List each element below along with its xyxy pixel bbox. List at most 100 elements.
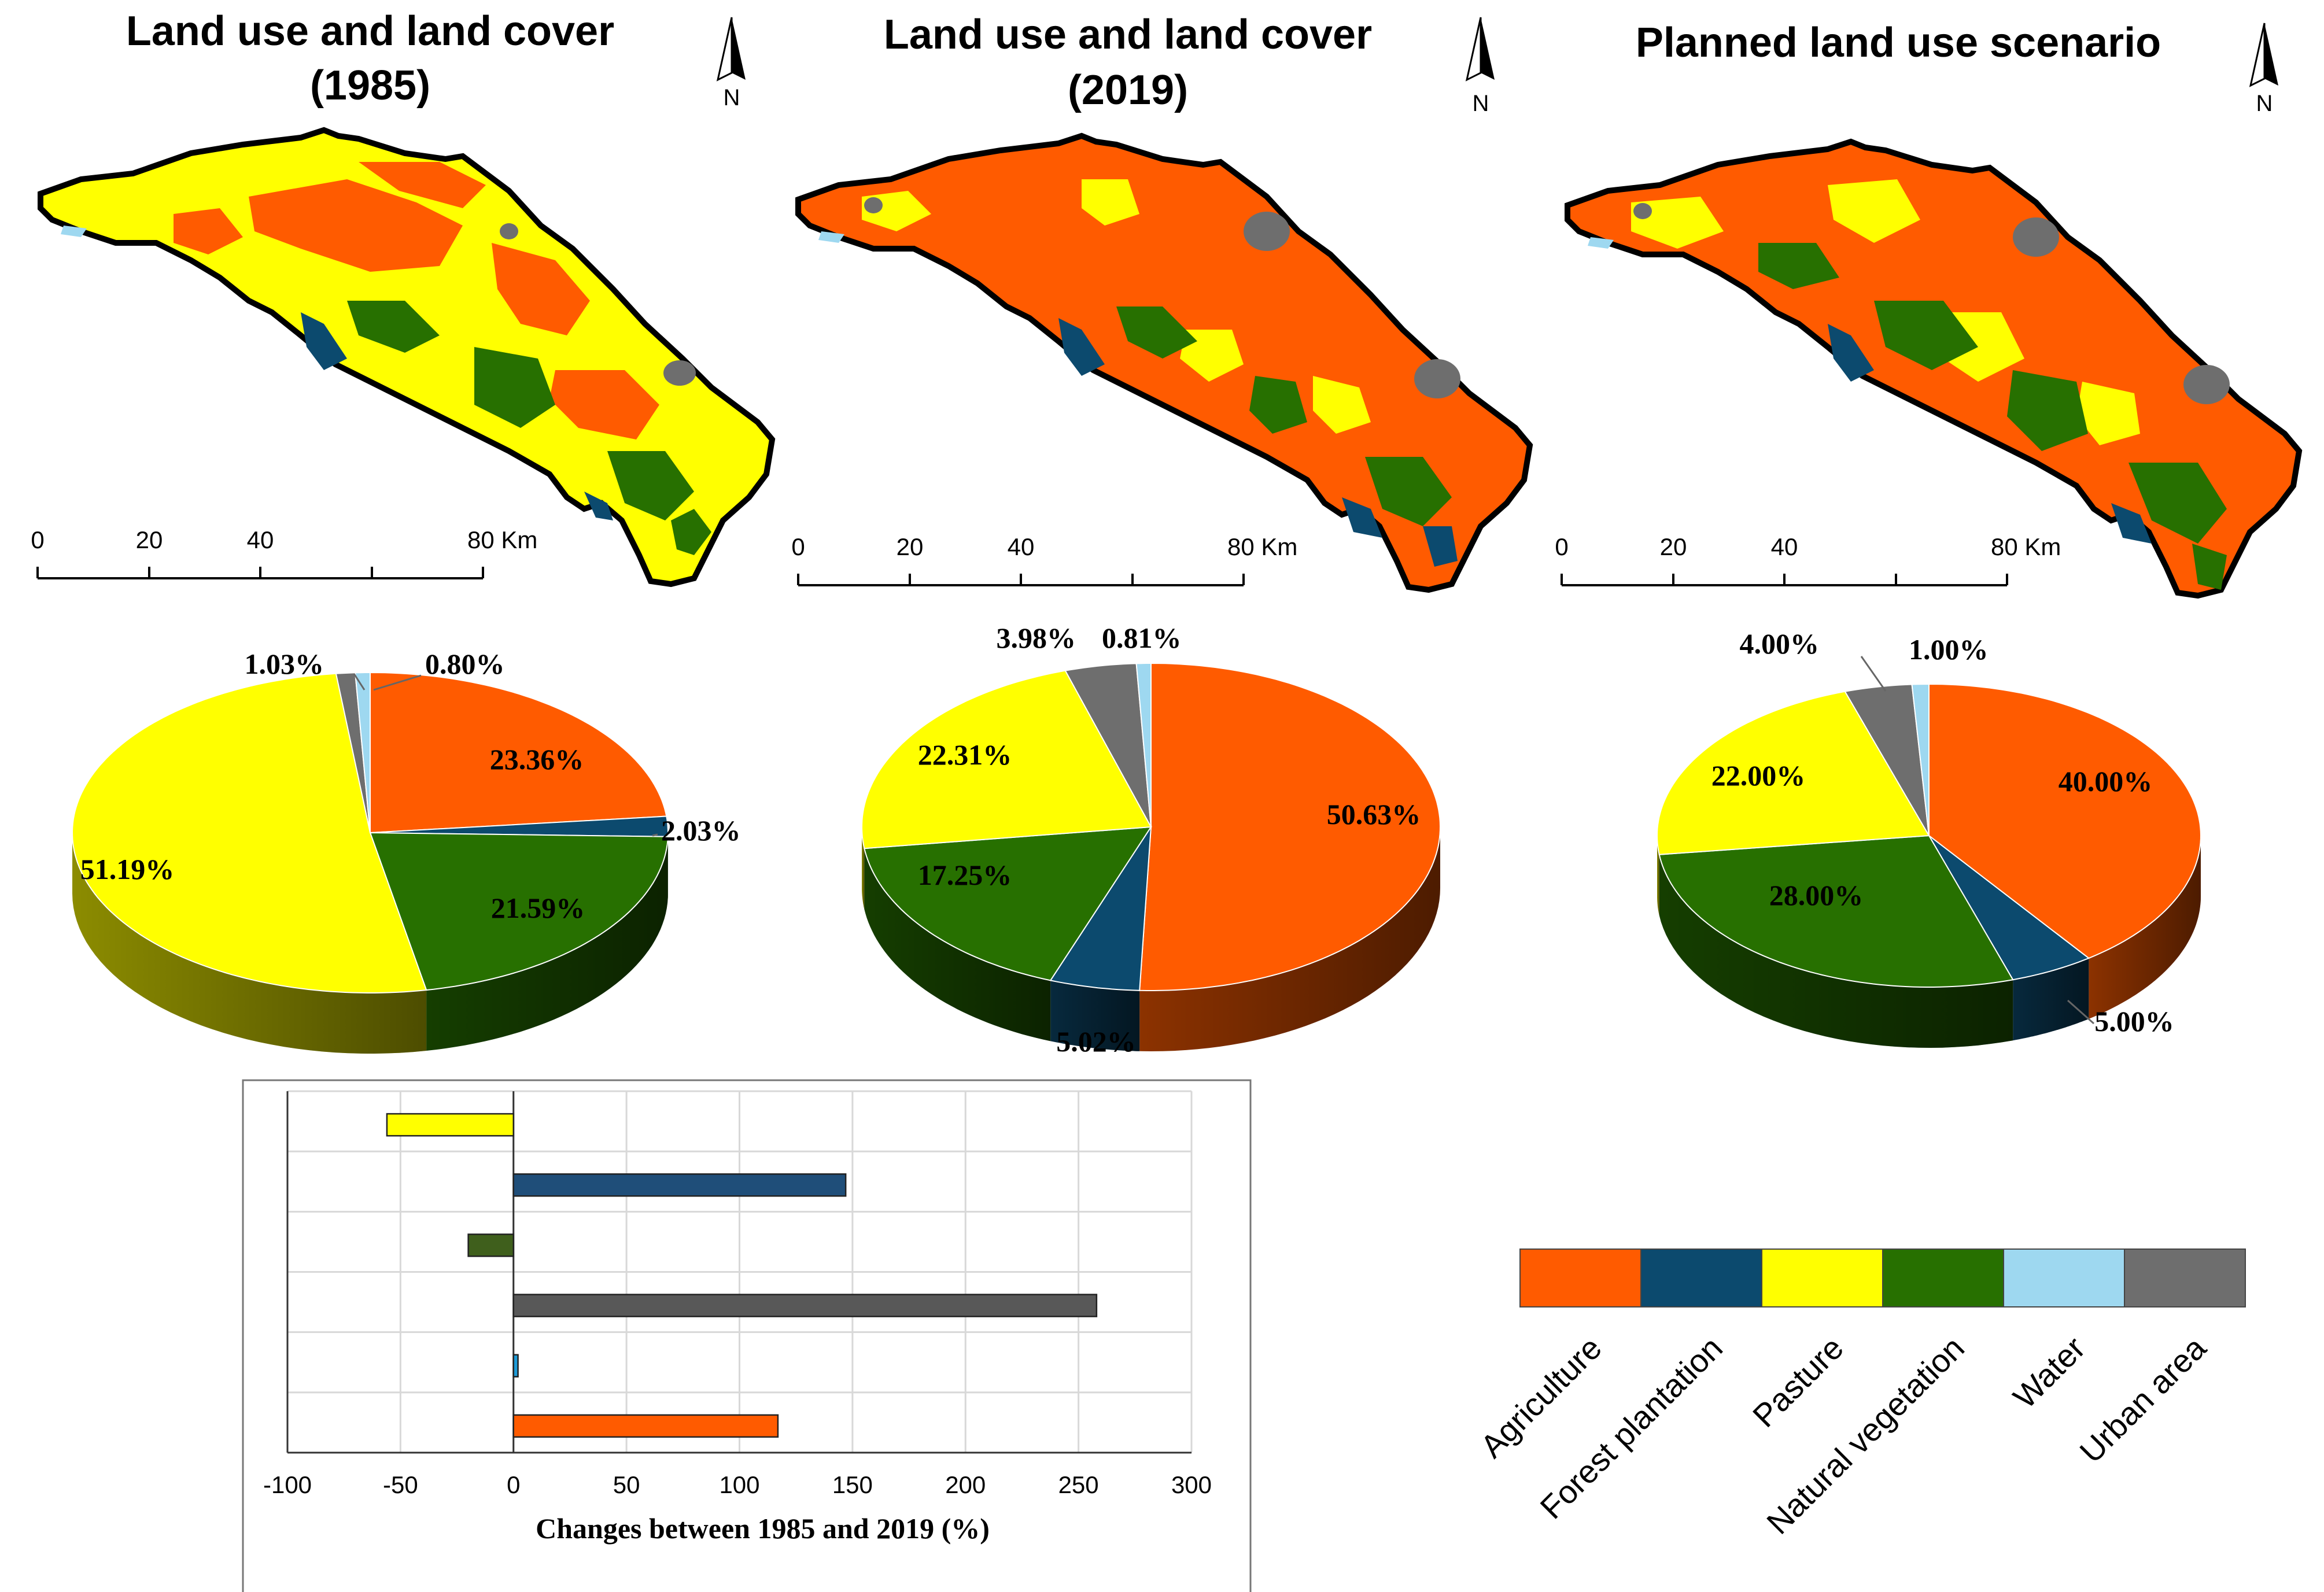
pie-data-label: 5.00% xyxy=(2094,1005,2174,1037)
pie-slice-natural-vegetation xyxy=(1658,834,2014,988)
leader-line xyxy=(2067,999,2094,1025)
pie-side-shading xyxy=(2089,836,2201,1019)
pie-slice-agriculture xyxy=(1928,683,2202,959)
pie-slice-agriculture xyxy=(1139,662,1441,991)
map-land-patches xyxy=(818,179,1460,567)
pie-chart-2019: 50.63% 5.02% 17.25% 22.31% 3.98% 0.81% xyxy=(861,622,1441,1058)
legend-label: Pasture xyxy=(1746,1329,1850,1434)
pie-slice-natural-vegetation xyxy=(864,826,1152,981)
scale-bar: 0 20 40 80 Km xyxy=(1555,533,2061,586)
pie-slice-water xyxy=(1135,663,1152,828)
pie-slice-water xyxy=(355,672,371,833)
pie-data-label: 40.00% xyxy=(2059,765,2153,797)
pie-side-shading xyxy=(1657,836,1659,915)
north-label: N xyxy=(2256,91,2273,116)
leader-line xyxy=(652,833,658,837)
pie-side-shading xyxy=(1659,854,2013,1048)
pie-side-shading xyxy=(426,836,668,1051)
scale-tick-label: 0 xyxy=(791,533,805,560)
pie-side-shading xyxy=(1139,827,1440,1051)
pie-chart-1985: 23.36% 2.03% 21.59% 51.19% 1.03% 0.80% xyxy=(71,648,741,1054)
pie-data-label: 21.59% xyxy=(491,892,585,924)
pie-data-label: 17.25% xyxy=(918,859,1012,891)
x-tick-label: 0 xyxy=(507,1471,520,1498)
pie-slice-urban-area xyxy=(1844,684,1930,836)
x-axis-title: Changes between 1985 and 2019 (%) xyxy=(536,1512,990,1545)
pie-slice-pasture xyxy=(1656,690,1930,855)
legend-swatch-urban-area xyxy=(2124,1249,2246,1307)
pie-slice-pasture xyxy=(71,673,427,993)
north-label: N xyxy=(724,85,740,110)
bar-chart-changes: -100 -50 0 50 100 150 200 250 300 Changes between… xyxy=(263,1090,1212,1545)
bar-forest-plantation xyxy=(512,1173,847,1197)
map-title-line-2: (2019) xyxy=(1068,67,1188,113)
north-arrow-icon xyxy=(1465,17,1495,82)
bar-urban-area xyxy=(512,1294,1098,1317)
pie-side-shading xyxy=(72,833,427,1054)
leader-line xyxy=(353,673,366,690)
pie-data-label: 28.00% xyxy=(1769,879,1864,911)
x-tick-label: 300 xyxy=(1171,1471,1212,1498)
north-label: N xyxy=(1473,91,1489,116)
scale-tick-label: 40 xyxy=(1008,533,1035,560)
pie-data-label: 1.03% xyxy=(245,648,324,680)
pie-data-label: 23.36% xyxy=(490,743,584,775)
pie-slice-natural-vegetation xyxy=(369,832,669,991)
bar-pasture xyxy=(386,1113,514,1137)
scale-tick-label: 20 xyxy=(136,526,163,553)
scale-bar: 0 20 40 80 Km xyxy=(31,526,537,579)
pie-data-label: 0.80% xyxy=(425,648,505,680)
map-panel-planned: Planned land use scenario N xyxy=(1555,20,2303,599)
pie-slice-forest-plantation xyxy=(1049,825,1152,991)
legend-swatch-pasture xyxy=(1761,1249,1883,1307)
bar-agriculture xyxy=(512,1414,779,1438)
pie-slice-forest-plantation xyxy=(370,815,669,837)
pie-data-label: 2.03% xyxy=(661,814,741,847)
scale-tick-label: 0 xyxy=(1555,533,1568,560)
legend-swatch-natural-vegetation xyxy=(1882,1249,2004,1307)
pie-slice-forest-plantation xyxy=(1928,835,2090,981)
scale-tick-label: 80 Km xyxy=(467,526,537,553)
x-tick-label: 100 xyxy=(719,1471,759,1498)
map-title-line-1: Land use and land cover xyxy=(884,12,1372,58)
bar-water xyxy=(512,1354,519,1377)
map-panel-1985: Land use and land cover (1985) N xyxy=(31,8,776,588)
pie-side-shading xyxy=(864,848,1051,1041)
x-tick-label: 250 xyxy=(1058,1471,1099,1498)
pie-data-label: 3.98% xyxy=(997,622,1076,654)
pie-side-shading xyxy=(1050,980,1140,1051)
map-title-line-1: Planned land use scenario xyxy=(1636,20,2161,66)
leader-line xyxy=(373,674,422,691)
x-tick-label: 150 xyxy=(832,1471,873,1498)
map-title-line-2: (1985) xyxy=(310,62,430,109)
bar-natural-vegetation xyxy=(467,1233,514,1257)
scale-tick-label: 80 Km xyxy=(1991,533,2061,560)
scale-tick-label: 20 xyxy=(897,533,924,560)
scale-tick-label: 80 Km xyxy=(1227,533,1297,560)
pie-chart-planned: 40.00% 5.00% 28.00% 22.00% 4.00% 1.00% xyxy=(1656,627,2202,1048)
scale-tick-label: 0 xyxy=(31,526,44,553)
legend-swatch-agriculture xyxy=(1519,1249,1641,1307)
pie-data-label: 50.63% xyxy=(1327,798,1421,830)
pie-slice-pasture xyxy=(861,670,1152,849)
scale-tick-label: 40 xyxy=(1771,533,1798,560)
pie-data-label: 4.00% xyxy=(1740,627,1820,660)
legend-label: Water xyxy=(2006,1329,2092,1416)
scale-tick-label: 20 xyxy=(1660,533,1687,560)
legend-label: Natural vegetation xyxy=(1759,1329,1971,1541)
x-tick-label: -50 xyxy=(383,1471,418,1498)
watershed-map-2019 xyxy=(795,132,1533,593)
pie-side-shading xyxy=(2013,958,2089,1041)
map-land-patches xyxy=(1588,179,2230,590)
pie-data-label: 0.81% xyxy=(1102,622,1182,654)
north-arrow-icon xyxy=(716,17,746,82)
map-panel-2019: Land use and land cover (2019) N xyxy=(791,12,1533,593)
x-tick-label: 50 xyxy=(613,1471,640,1498)
north-arrow-icon xyxy=(2249,23,2278,87)
scale-bar: 0 20 40 80 Km xyxy=(791,533,1297,586)
pie-slice-urban-area xyxy=(1064,663,1152,828)
legend-swatch-forest-plantation xyxy=(1640,1249,1762,1307)
pie-data-label: 22.00% xyxy=(1711,759,1806,792)
